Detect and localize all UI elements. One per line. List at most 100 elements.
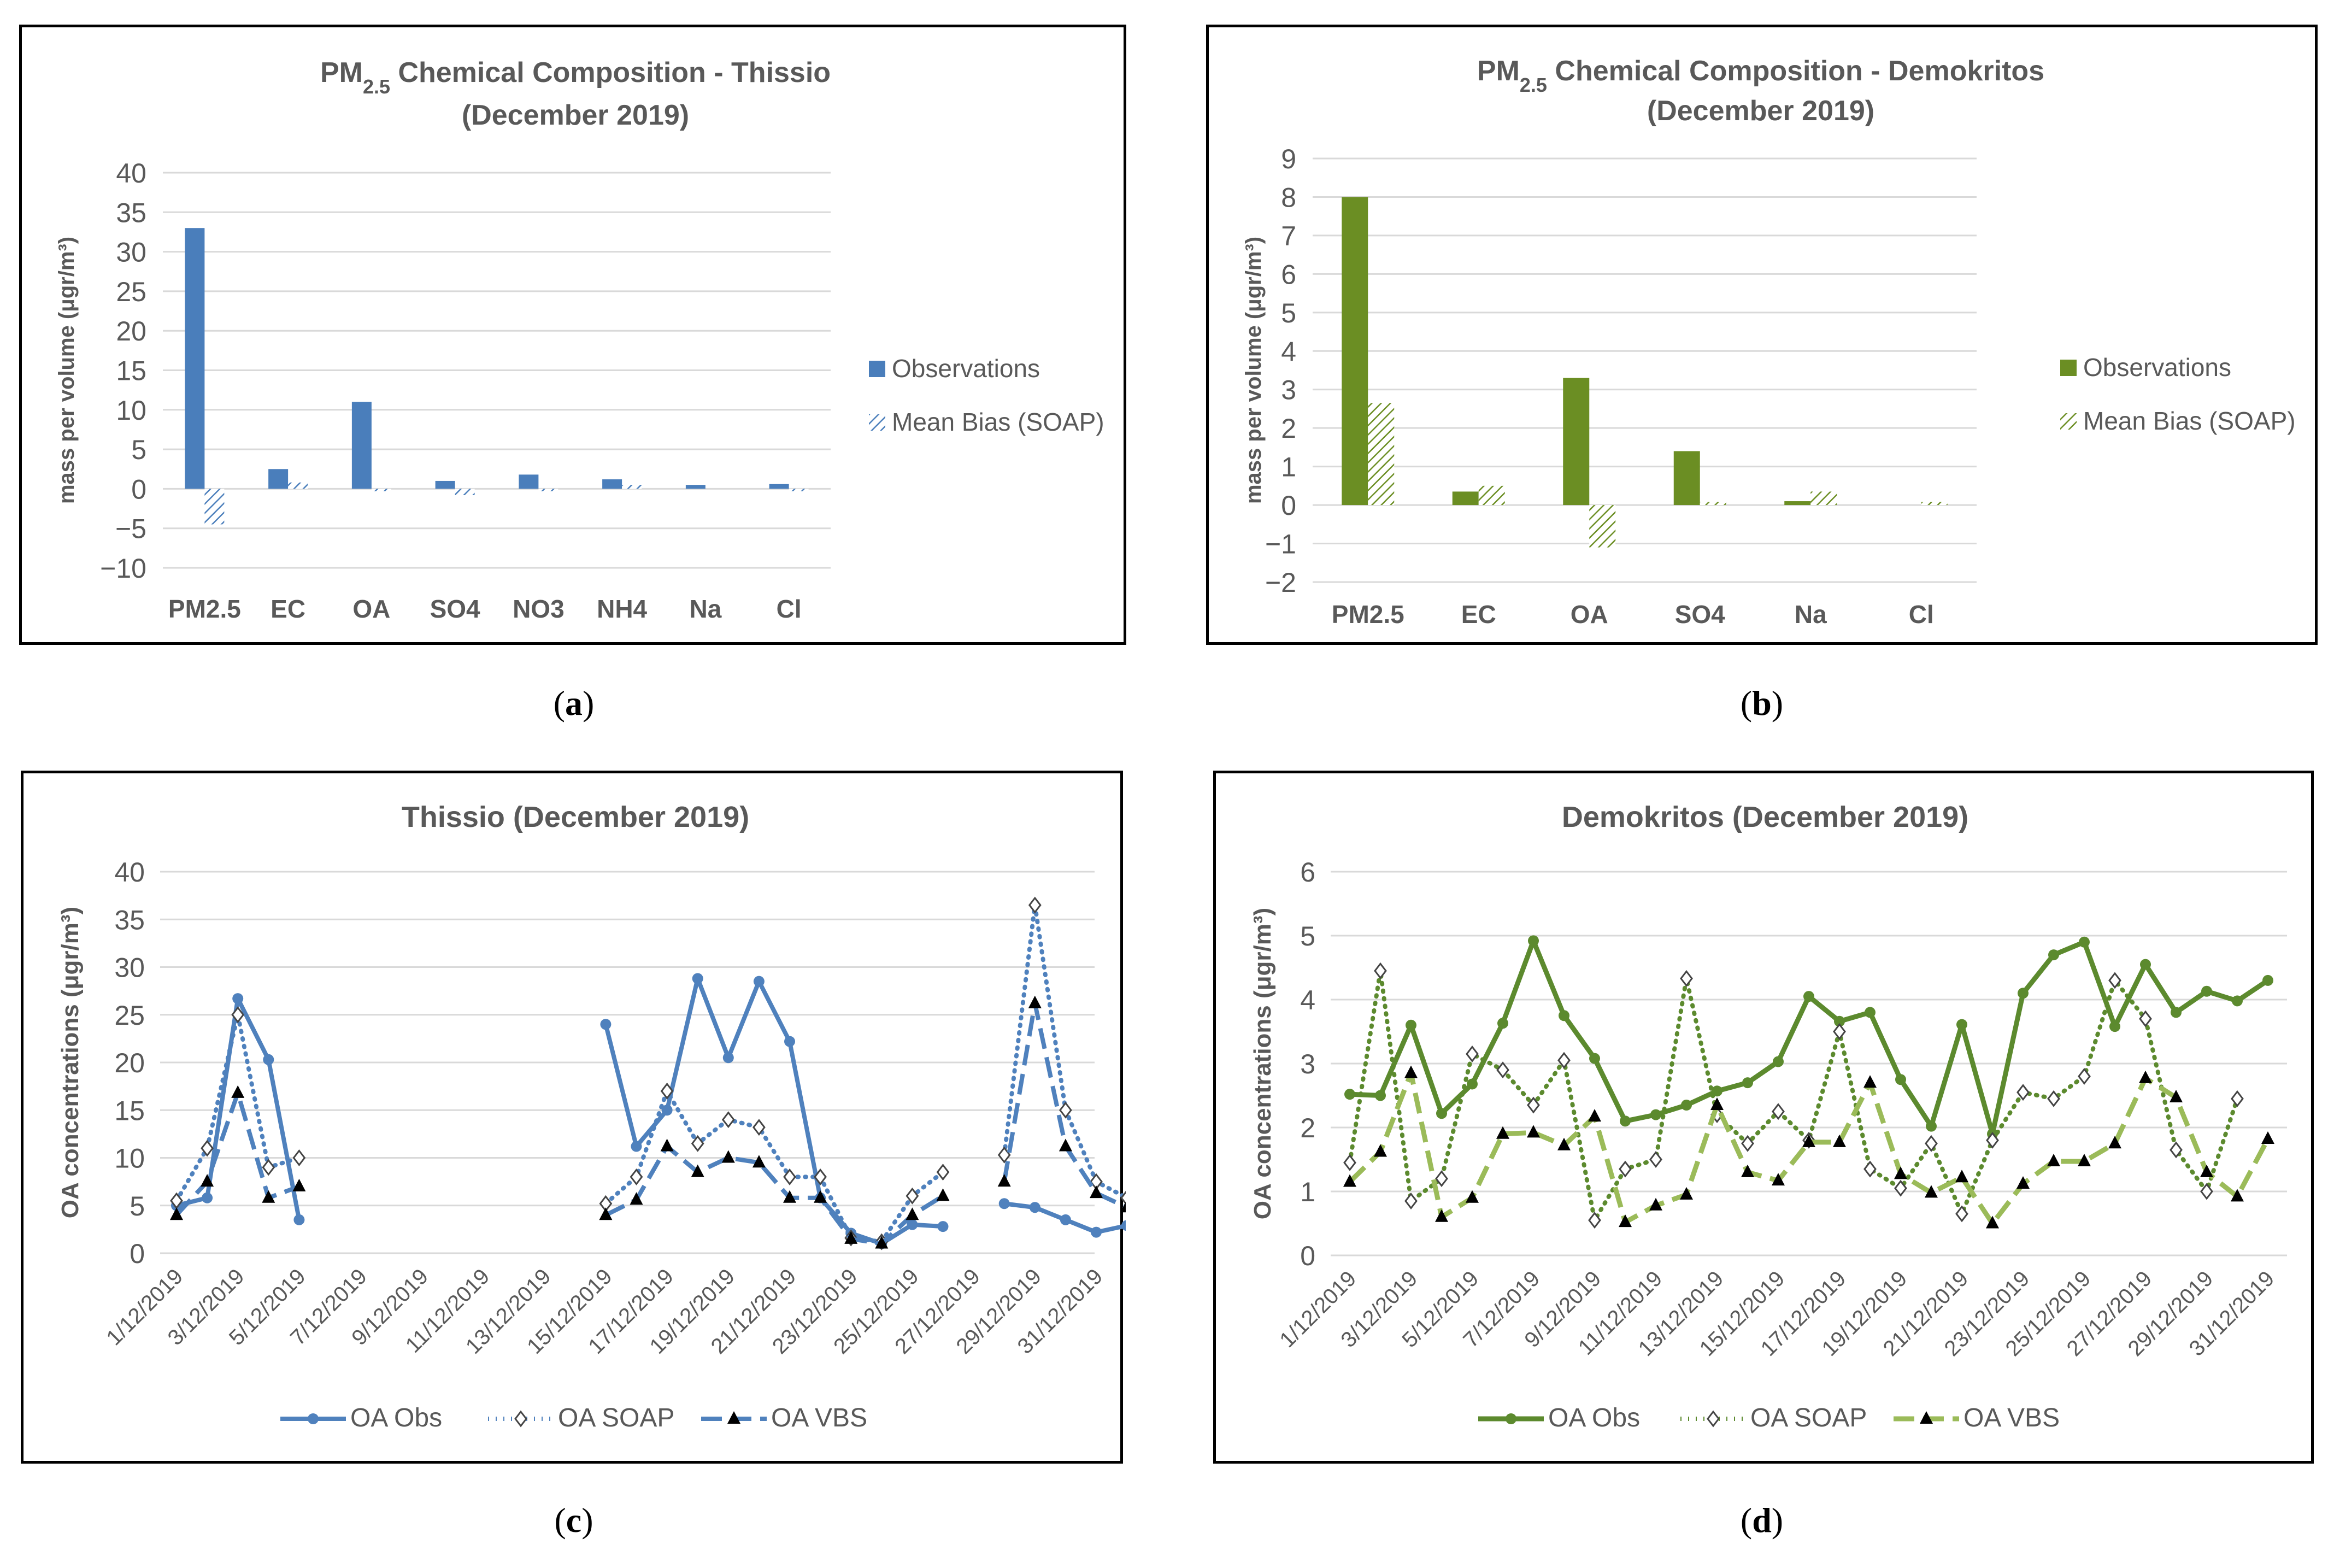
point-oa-soap xyxy=(2016,1084,2030,1101)
point-oa-obs xyxy=(1559,1010,1569,1021)
bar-observations xyxy=(519,474,539,489)
point-oa-vbs xyxy=(1986,1215,1999,1229)
y-tick-label: 4 xyxy=(1300,985,1315,1015)
point-oa-soap xyxy=(1863,1160,1877,1178)
y-tick-label: 20 xyxy=(116,316,146,347)
point-oa-soap xyxy=(721,1111,735,1129)
y-tick-label: −1 xyxy=(1265,529,1296,560)
bar-mean-bias xyxy=(622,485,642,489)
legend-marker-1 xyxy=(514,1410,527,1428)
y-tick-label: 40 xyxy=(116,158,146,189)
point-oa-obs xyxy=(1091,1226,1102,1238)
x-category-label: Cl xyxy=(777,595,802,623)
point-oa-soap xyxy=(1741,1135,1754,1152)
point-oa-soap xyxy=(292,1149,306,1166)
y-tick-label: 20 xyxy=(114,1048,145,1078)
point-oa-obs xyxy=(232,993,244,1005)
legend-label-observations: Observations xyxy=(2083,353,2231,381)
point-oa-obs xyxy=(937,1221,949,1232)
point-oa-vbs xyxy=(1588,1109,1601,1122)
point-oa-obs xyxy=(202,1192,213,1203)
bar-observations xyxy=(1563,378,1590,506)
chart-a-thissio-composition: PM2.5 Chemical Composition - Thissio(Dec… xyxy=(55,57,1104,623)
point-oa-obs xyxy=(1121,1220,1126,1231)
point-oa-vbs xyxy=(1649,1197,1662,1211)
point-oa-soap xyxy=(2231,1090,2244,1107)
point-oa-obs xyxy=(1406,1019,1416,1031)
series-line-oa-vbs xyxy=(604,1144,944,1246)
legend-label-0: OA Obs xyxy=(350,1403,442,1432)
point-oa-obs xyxy=(2109,1021,2120,1032)
point-oa-vbs xyxy=(2170,1090,2183,1103)
legend-label-0: OA Obs xyxy=(1548,1403,1640,1432)
point-oa-soap xyxy=(1435,1170,1448,1188)
bar-mean-bias xyxy=(538,489,558,491)
legend-label-observations: Observations xyxy=(892,354,1040,383)
point-oa-vbs xyxy=(1619,1214,1632,1228)
y-tick-label: 25 xyxy=(116,277,146,307)
point-oa-vbs xyxy=(1557,1137,1571,1150)
y-axis-label: OA concentrations (μgr/m³) xyxy=(57,907,84,1218)
point-oa-obs xyxy=(1865,1007,1876,1018)
chart-b-demokritos-composition: PM2.5 Chemical Composition - Demokritos(… xyxy=(1242,55,2296,629)
point-oa-obs xyxy=(753,976,765,987)
legend-marker-0 xyxy=(1506,1413,1516,1424)
point-oa-soap xyxy=(1120,1191,1126,1205)
bar-mean-bias xyxy=(1368,403,1395,506)
point-oa-obs xyxy=(1895,1074,1906,1085)
y-tick-label: 3 xyxy=(1300,1049,1315,1079)
bar-observations xyxy=(1342,197,1368,506)
bar-observations xyxy=(1452,491,1479,506)
legend-marker-1 xyxy=(1707,1410,1720,1428)
point-oa-vbs xyxy=(2047,1154,2060,1167)
legend-label-2: OA VBS xyxy=(771,1403,867,1432)
y-tick-label: 25 xyxy=(114,1000,145,1031)
bar-observations xyxy=(685,485,706,489)
point-oa-vbs xyxy=(1894,1166,1907,1179)
point-oa-vbs xyxy=(1466,1190,1479,1203)
x-category-label: PM2.5 xyxy=(168,595,241,623)
point-oa-obs xyxy=(1773,1056,1784,1067)
series-line-oa-obs xyxy=(603,976,943,1246)
point-oa-vbs xyxy=(721,1150,735,1163)
point-oa-obs xyxy=(998,1198,1010,1209)
x-category-label: NH4 xyxy=(597,595,647,623)
point-oa-vbs xyxy=(906,1207,919,1220)
point-oa-vbs xyxy=(1028,995,1042,1008)
y-tick-label: 30 xyxy=(114,953,145,983)
chart-title-line2: (December 2019) xyxy=(462,99,689,131)
point-oa-obs xyxy=(692,973,703,984)
point-oa-obs xyxy=(600,1019,612,1030)
point-oa-soap xyxy=(2200,1183,2213,1200)
point-oa-vbs xyxy=(1343,1174,1356,1187)
bar-mean-bias xyxy=(371,489,391,491)
legend-label-1: OA SOAP xyxy=(1750,1403,1867,1432)
point-oa-vbs xyxy=(875,1236,889,1249)
y-tick-label: 30 xyxy=(116,237,146,268)
point-oa-vbs xyxy=(1527,1125,1540,1138)
chart-title: Thissio (December 2019) xyxy=(402,801,749,833)
chart-title: Demokritos (December 2019) xyxy=(1562,801,1968,833)
legend-marker-0 xyxy=(308,1413,319,1424)
y-tick-label: 5 xyxy=(130,1191,145,1221)
panel-label-d: (d) xyxy=(1740,1501,1784,1540)
x-category-label: OA xyxy=(1571,600,1608,629)
point-oa-soap xyxy=(906,1187,919,1205)
bar-observations xyxy=(185,228,205,489)
y-tick-label: −10 xyxy=(100,553,146,584)
point-oa-obs xyxy=(1436,1108,1447,1119)
point-oa-obs xyxy=(1497,1018,1508,1029)
y-tick-label: 0 xyxy=(131,474,146,504)
point-oa-obs xyxy=(1834,1015,1845,1027)
series-line-oa-obs xyxy=(1349,938,2270,1137)
series-line-oa-soap xyxy=(603,1089,945,1244)
point-oa-vbs xyxy=(2078,1154,2091,1167)
x-category-label: OA xyxy=(352,595,390,623)
y-tick-label: 15 xyxy=(116,356,146,386)
bar-observations xyxy=(602,479,622,489)
point-oa-vbs xyxy=(1435,1209,1448,1222)
point-oa-soap xyxy=(1343,1154,1356,1171)
x-category-label: EC xyxy=(271,595,305,623)
y-tick-label: 6 xyxy=(1281,259,1296,290)
point-oa-vbs xyxy=(1404,1065,1418,1078)
